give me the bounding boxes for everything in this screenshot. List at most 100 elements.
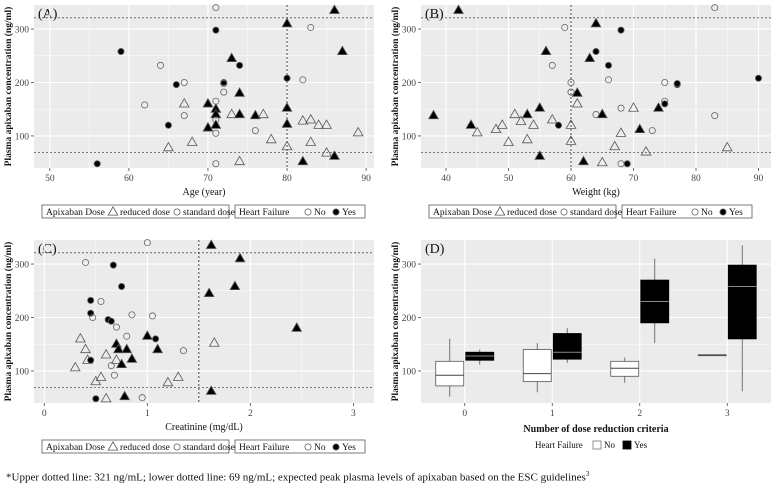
plot-background (421, 240, 771, 403)
data-point-reduced-dose (202, 97, 214, 108)
data-point-reduced-dose (546, 113, 558, 124)
data-point-reduced-dose (100, 392, 112, 403)
data-point-reduced-dose (321, 119, 333, 129)
legend-reduced-dose-label: reduced dose (507, 208, 557, 218)
data-point-reduced-dose (208, 337, 220, 347)
data-point-standard-dose (112, 323, 120, 331)
data-point-reduced-dose (205, 385, 217, 395)
x-axis-label: Age (year) (182, 187, 225, 198)
data-point-reduced-dose (229, 280, 241, 291)
data-point-standard-dose (152, 335, 160, 343)
x-tick-label: 0 (42, 409, 47, 419)
data-point-reduced-dose (203, 287, 215, 297)
data-point-standard-dose (212, 160, 220, 168)
box-no-hf (435, 360, 465, 387)
data-point-standard-dose (711, 4, 719, 12)
legend-hf-box (234, 204, 366, 219)
y-tick-label: 200 (15, 79, 30, 89)
x-tick-label: 60 (566, 174, 576, 184)
panel-label: (A) (38, 7, 58, 22)
x-tick-label: 0 (462, 409, 467, 419)
data-point-reduced-dose (540, 45, 552, 56)
data-point-standard-dose (605, 61, 613, 69)
data-point-reduced-dose (265, 133, 277, 144)
data-point-standard-dose (561, 23, 569, 31)
y-tick-label: 100 (402, 132, 417, 142)
data-point-reduced-dose (596, 108, 608, 119)
footnote-text: *Upper dotted line: 321 ng/mL; lower dot… (6, 471, 586, 484)
legend-dose-title: Apixaban Dose (46, 208, 105, 218)
data-point-reduced-dose (565, 119, 577, 129)
data-point-standard-dose (97, 297, 105, 305)
legend-hf-no-swatch (592, 440, 602, 450)
legend-reduced-dose-marker (494, 205, 506, 216)
data-point-reduced-dose (328, 4, 340, 14)
data-point-standard-dose (128, 311, 136, 319)
data-point-reduced-dose (162, 141, 174, 152)
y-tick-label: 100 (15, 132, 30, 142)
data-point-reduced-dose (121, 343, 133, 354)
data-point-reduced-dose (172, 371, 184, 381)
data-point-standard-dose (143, 239, 151, 247)
data-point-standard-dose (548, 61, 556, 69)
y-tick-label: 300 (402, 261, 417, 271)
y-axis-label: Plasma apixaban concentration (ng/ml) (3, 7, 14, 167)
x-tick-label: 50 (504, 174, 514, 184)
data-point-reduced-dose (590, 17, 602, 28)
data-point-reduced-dose (249, 109, 261, 120)
data-point-reduced-dose (336, 45, 348, 56)
data-point-reduced-dose (653, 102, 664, 112)
data-point-reduced-dose (609, 140, 621, 151)
x-tick-label: 80 (282, 174, 292, 184)
x-tick-label: 60 (124, 174, 134, 184)
legend-hf-yes-label: Yes (342, 443, 356, 453)
legend-dose-box (41, 439, 230, 454)
legend-reduced-dose-marker (107, 440, 119, 451)
y-tick-label: 300 (402, 26, 417, 36)
legend-hf-yes-label: Yes (729, 208, 743, 218)
plot-background (421, 5, 771, 168)
x-axis-label: Creatinine (mg/dL) (165, 422, 242, 433)
data-point-standard-dose (118, 282, 126, 290)
legend-hf-no-marker (304, 443, 312, 451)
data-point-standard-dose (87, 356, 95, 364)
data-point-standard-dose (605, 76, 613, 84)
panel-0: 100 200 300 (A) Plasma apixaban concentratio… (3, 4, 374, 219)
y-tick-label: 200 (402, 79, 417, 89)
x-tick-label: 80 (691, 174, 701, 184)
box-no-hf (610, 360, 640, 377)
data-point-reduced-dose (178, 97, 190, 108)
data-point-standard-dose (661, 100, 669, 108)
x-axis-label: Weight (kg) (572, 187, 620, 198)
legend-hf-no-marker (691, 208, 699, 216)
legend-hf-yes-marker (719, 208, 727, 216)
data-point-standard-dose (648, 127, 656, 135)
box-yes-hf (552, 333, 582, 360)
x-tick-label: 1 (550, 409, 555, 419)
data-point-reduced-dose (509, 108, 521, 119)
y-tick-label: 100 (15, 367, 30, 377)
legend-hf-yes-swatch (622, 440, 632, 450)
data-point-reduced-dose (234, 108, 246, 119)
x-tick-label: 90 (361, 174, 371, 184)
data-point-standard-dose (299, 76, 307, 84)
data-point-reduced-dose (428, 109, 439, 120)
data-point-reduced-dose (321, 147, 333, 157)
data-point-standard-dose (141, 101, 149, 109)
data-point-reduced-dose (162, 376, 174, 387)
data-point-reduced-dose (291, 322, 303, 332)
legend-hf-title: Heart Failure (626, 208, 676, 218)
x-tick-label: 3 (351, 409, 356, 419)
legend-reduced-dose-label: reduced dose (120, 208, 170, 218)
legend-hf-no-label: No (314, 443, 326, 453)
legend-dose-title: Apixaban Dose (433, 208, 492, 218)
x-tick-label: 50 (45, 174, 55, 184)
data-point-reduced-dose (471, 126, 483, 137)
data-point-reduced-dose (305, 136, 317, 146)
legend-hf-box (621, 204, 753, 219)
data-point-standard-dose (123, 332, 131, 340)
data-point-reduced-dose (534, 150, 546, 160)
data-point-reduced-dose (578, 155, 589, 166)
panel-1: 100 200 300 (B) Plasma apixaban concentratio… (390, 4, 771, 219)
y-tick-label: 200 (15, 314, 30, 324)
